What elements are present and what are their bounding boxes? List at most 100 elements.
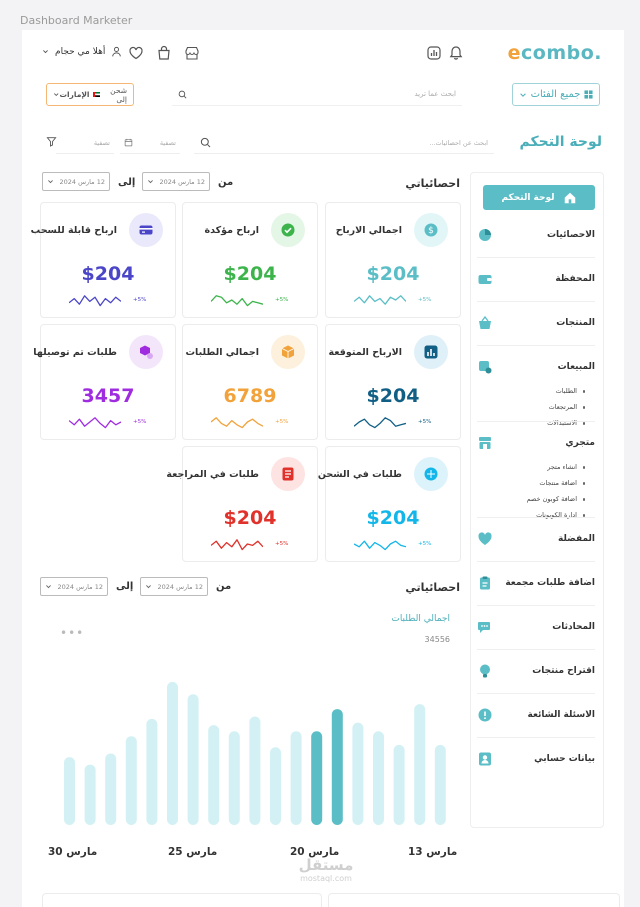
chart-bar[interactable]	[414, 704, 426, 825]
store-icon[interactable]	[184, 45, 200, 61]
from-date-select[interactable]: 12 مارس 2024	[142, 172, 210, 191]
sidebar: لوحة التحكم الاحصائيات المحفظة المنتجات الم…	[470, 172, 604, 828]
bell-icon[interactable]	[448, 45, 464, 61]
chart-bar[interactable]	[352, 722, 364, 825]
dashboard-canvas: ecombo. أهلا مي حجام جميع الفئات ابحث عم…	[22, 30, 624, 907]
sidebar-item-10[interactable]: الاسئلة الشائعة	[477, 707, 595, 723]
sidebar-subitem[interactable]: الطلبات	[477, 387, 585, 395]
sidebar-item-2[interactable]: المحفظة	[477, 271, 595, 287]
exclamation-icon	[478, 708, 492, 722]
stat-card-title: طلبات في المراجعة	[166, 469, 259, 480]
chart-bar[interactable]	[187, 694, 199, 825]
sidebar-item-label: الاسئلة الشائعة	[527, 710, 596, 720]
from-label: من	[218, 177, 234, 188]
sidebar-item-7[interactable]: اضافة طلبات مجمعة	[477, 575, 595, 591]
more-dots-icon[interactable]: •••	[60, 626, 85, 640]
stat-card[interactable]: ارباح مؤكدة $204 +5%	[182, 202, 318, 318]
sidebar-item-11[interactable]: بيانات حسابي	[477, 751, 595, 767]
greeting-text: أهلا مي حجام	[55, 46, 106, 57]
chart-bar[interactable]	[84, 764, 96, 825]
type-filter-input[interactable]: تصفية	[56, 132, 114, 154]
home-icon	[564, 192, 575, 203]
chart-bar[interactable]	[64, 757, 75, 825]
sidebar-item-5[interactable]: متجري انشاء متجر اضافة منتجات اضافة كوبون خ…	[477, 435, 595, 527]
ecombo-logo[interactable]: ecombo.	[507, 42, 602, 64]
stat-card[interactable]: الارباح المتوقعة $204 +5%	[325, 324, 461, 440]
sparkline-path	[211, 539, 263, 551]
chart-bar[interactable]	[105, 753, 117, 825]
x-tick-label: 13 مارس	[408, 846, 458, 858]
stat-card-change: +5%	[418, 419, 432, 425]
chart-bar[interactable]	[311, 731, 323, 825]
heart-icon[interactable]	[128, 45, 144, 61]
ship-to-select[interactable]: شحن إلى الإمارات	[46, 83, 134, 106]
from-date-select-2[interactable]: 12 مارس 2024	[140, 577, 208, 596]
sidebar-item-1[interactable]: الاحصائيات	[477, 227, 595, 243]
chart-bar[interactable]	[393, 744, 405, 825]
chart-bar[interactable]	[146, 718, 158, 825]
sidebar-item-9[interactable]: اقتراح منتجات	[477, 663, 595, 679]
to-date-select-2[interactable]: 12 مارس 2024	[40, 577, 108, 596]
chart-bar[interactable]	[249, 716, 261, 825]
stat-card-value: $204	[81, 263, 135, 285]
stats-search-input[interactable]: ابحث عن احصائيات...	[194, 132, 494, 154]
sparkline-path	[354, 540, 406, 551]
sidebar-divider	[477, 421, 595, 422]
stat-card-title: ارباح مؤكدة	[204, 225, 259, 236]
chevron-down-icon	[520, 92, 526, 97]
sidebar-item-dashboard[interactable]: لوحة التحكم	[483, 185, 595, 210]
chevron-down-icon	[48, 180, 53, 184]
category-select[interactable]: جميع الفئات	[512, 83, 600, 106]
sidebar-divider	[477, 345, 595, 346]
stat-card[interactable]: طلبات تم توصيلها 3457 +5%	[33, 324, 176, 440]
bag-icon[interactable]	[156, 45, 172, 61]
search-icon[interactable]	[200, 137, 211, 148]
wallet-icon	[478, 275, 492, 284]
chart-bar[interactable]	[373, 731, 384, 825]
search-icon[interactable]	[178, 90, 187, 99]
stat-card-title: طلبات في الشحن	[317, 469, 402, 480]
sidebar-item-row: اقتراح منتجات	[477, 663, 595, 679]
stat-card[interactable]: $ اجمالي الارباح $204 +5%	[325, 202, 461, 318]
stat-card[interactable]: اجمالي الطلبات 6789 +5%	[182, 324, 318, 440]
x-tick-label: 25 مارس	[168, 846, 218, 858]
stat-card-icon-wrap	[271, 213, 305, 247]
sidebar-item-4[interactable]: المبيعات الطلبات المرتجعات الاستبدالات	[477, 359, 595, 435]
main-search-input[interactable]: ابحث عما تريد	[172, 83, 462, 106]
chart-bar[interactable]	[434, 744, 446, 825]
chart-bar[interactable]	[290, 731, 302, 825]
sidebar-subitem[interactable]: المرتجعات	[477, 403, 585, 411]
frame-label: Dashboard Marketer	[20, 14, 133, 27]
chart-bar[interactable]	[125, 736, 137, 825]
from-date-value-2: 12 مارس 2024	[157, 582, 204, 591]
sidebar-subitem[interactable]: الاستبدالات	[477, 419, 585, 427]
type-filter-placeholder: تصفية	[93, 138, 110, 147]
sidebar-subitem[interactable]: اضافة منتجات	[477, 479, 585, 487]
sidebar-item-8[interactable]: المحادثات	[477, 619, 595, 635]
sidebar-item-6[interactable]: المفضلة	[477, 531, 595, 547]
chart-bar[interactable]	[331, 709, 343, 825]
filter-icon[interactable]	[46, 136, 57, 147]
stat-card-sparkline	[69, 295, 121, 307]
chart-bar[interactable]	[167, 681, 178, 825]
chart-icon[interactable]	[426, 45, 442, 61]
chart-bar[interactable]	[228, 731, 240, 825]
sidebar-subitem[interactable]: انشاء متجر	[477, 463, 585, 471]
date-filter-input[interactable]: تصفية	[120, 132, 180, 154]
stat-card-value: 6789	[223, 385, 277, 407]
stat-card[interactable]: طلبات في الشحن $204 +5%	[318, 446, 461, 562]
stat-card[interactable]: طلبات في المراجعة $204 +5%	[166, 446, 318, 562]
chart-bar[interactable]	[270, 747, 281, 825]
sidebar-subitem[interactable]: ادارة الكوبونات	[477, 511, 585, 519]
bottom-card-left	[42, 893, 322, 907]
sidebar-item-3[interactable]: المنتجات	[477, 315, 595, 331]
stat-card[interactable]: ارباح قابلة للسحب $204 +5%	[31, 202, 176, 318]
sidebar-divider	[477, 301, 595, 302]
sidebar-subitem[interactable]: اضافة كوبون خصم	[477, 495, 585, 503]
stat-card-title: اجمالي الارباح	[335, 225, 402, 236]
chart-bar[interactable]	[208, 725, 220, 825]
shop-icon	[479, 437, 491, 449]
stat-card-sparkline	[211, 417, 263, 429]
user-menu[interactable]: أهلا مي حجام	[42, 46, 122, 57]
to-date-select[interactable]: 12 مارس 2024	[42, 172, 110, 191]
